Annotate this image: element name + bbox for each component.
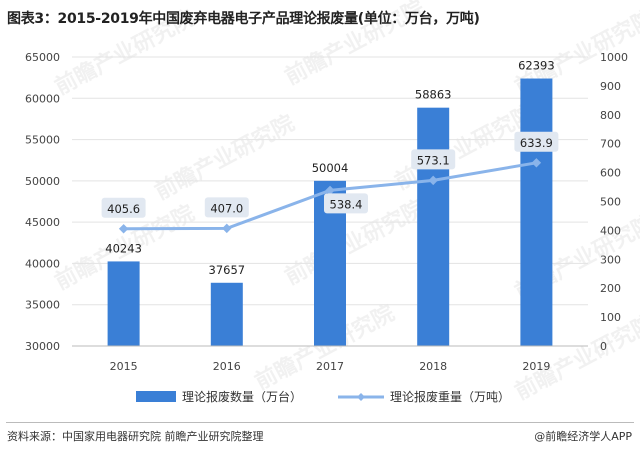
bar-value-label: 40243 [105, 241, 142, 255]
legend-swatch-bar [136, 391, 176, 402]
bar [417, 107, 450, 346]
watermark-text: 前瞻产业研究院 [281, 0, 429, 90]
legend-label-line: 理论报废重量（万吨） [390, 389, 510, 404]
right-tick-label: 700 [600, 138, 621, 151]
watermark-text: 前瞻产业研究院 [151, 110, 299, 205]
line-point [222, 223, 232, 234]
legend-label-bar: 理论报废数量（万台） [182, 389, 302, 404]
line-label-box [101, 197, 146, 218]
left-tick-label: 45000 [25, 216, 60, 229]
left-tick-label: 60000 [25, 92, 60, 105]
right-tick-label: 300 [600, 253, 621, 266]
right-tick-label: 900 [600, 80, 621, 93]
right-tick-label: 800 [600, 109, 621, 122]
line-point [428, 175, 438, 186]
bar-series: 40243 37657 50004 58863 62393 [105, 59, 555, 347]
x-tick-label: 2017 [316, 360, 344, 373]
watermark-text: 前瞻产业研究院 [51, 5, 199, 100]
left-tick-label: 35000 [25, 299, 60, 312]
x-axis: 2015 2016 2017 2018 2019 [72, 345, 588, 373]
right-tick-label: 200 [600, 282, 621, 295]
x-tick-label: 2015 [110, 360, 138, 373]
bar-value-label: 50004 [312, 161, 349, 175]
legend-marker-line [357, 393, 365, 401]
bar-value-label: 58863 [415, 88, 452, 102]
left-axis: 30000 35000 40000 45000 50000 55000 60000 65000 [25, 51, 60, 353]
brand-credit: @前瞻经济学人APP [534, 430, 632, 443]
right-tick-label: 100 [600, 311, 621, 324]
left-tick-label: 55000 [25, 134, 60, 147]
line-value-label: 538.4 [330, 197, 363, 211]
left-tick-label: 50000 [25, 175, 60, 188]
bar [107, 261, 140, 346]
bar-value-label: 37657 [209, 263, 246, 277]
right-tick-label: 600 [600, 167, 621, 180]
line-value-label: 573.1 [417, 153, 450, 167]
x-tick-label: 2018 [419, 360, 447, 373]
line-value-label: 405.6 [107, 202, 140, 216]
bar-value-label: 62393 [518, 59, 555, 73]
legend: 理论报废数量（万台） 理论报废重量（万吨） [136, 389, 510, 404]
footer-divider [6, 422, 634, 423]
line-point [118, 224, 129, 234]
bar [210, 282, 243, 346]
bar [520, 78, 553, 347]
chart-title: 图表3：2015-2019年中国废弃电器电子产品理论报废量(单位：万台，万吨) [7, 11, 480, 27]
right-tick-label: 500 [600, 196, 621, 209]
footer: 资料来源：中国家用电器研究院 前瞻产业研究院整理 @前瞻经济学人APP [0, 425, 640, 447]
right-axis: 0 100 200 300 400 500 600 700 800 900 1000 [600, 51, 628, 353]
line-label-box [324, 193, 368, 214]
line-value-label: 407.0 [210, 201, 243, 215]
right-tick-label: 400 [600, 224, 621, 237]
right-tick-label: 0 [600, 340, 607, 353]
x-tick-label: 2019 [522, 360, 550, 373]
source-note: 资料来源：中国家用电器研究院 前瞻产业研究院整理 [7, 430, 264, 443]
line-label-box [514, 131, 559, 152]
line-label-box [204, 197, 249, 218]
left-tick-label: 30000 [25, 340, 60, 353]
left-tick-label: 65000 [25, 51, 60, 64]
x-tick-label: 2016 [213, 360, 241, 373]
right-tick-label: 1000 [600, 51, 628, 64]
line-value-label: 633.9 [520, 136, 553, 150]
line-label-box [411, 149, 456, 170]
line-series: 405.6 407.0 538.4 573.1 633.9 [101, 131, 559, 234]
left-tick-label: 40000 [25, 257, 60, 270]
line-point [531, 158, 542, 168]
